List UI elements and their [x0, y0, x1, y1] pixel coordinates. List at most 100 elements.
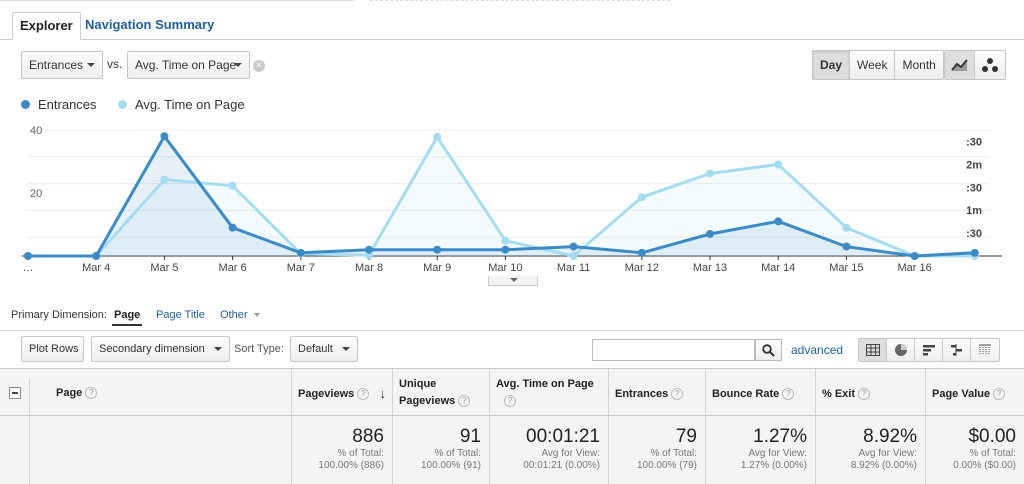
total-sub2: 0.00% ($0.00)	[953, 460, 1016, 471]
chart-type-selector	[944, 50, 1006, 80]
x-tick-label: …	[23, 262, 34, 274]
dimension-page-title[interactable]: Page Title	[156, 309, 205, 321]
totals-page-value: $0.00 % of Total: 0.00% ($0.00)	[925, 416, 1024, 484]
col-pageviews[interactable]: Pageviews? ↓	[291, 369, 392, 416]
period-selector: Day Week Month	[812, 50, 944, 80]
data-point	[296, 248, 305, 257]
col-pageviews-label: Pageviews	[298, 388, 355, 400]
x-tick-label: Mar 7	[287, 262, 315, 274]
legend-label: Entrances	[38, 97, 97, 112]
clear-metric-icon[interactable]: ×	[253, 60, 265, 72]
y-tick-right: 1m	[966, 205, 982, 217]
plot-rows-button[interactable]: Plot Rows	[21, 336, 84, 362]
period-month-button[interactable]: Month	[902, 58, 936, 72]
y-tick-left: 20	[30, 188, 42, 200]
advanced-filter-link[interactable]: advanced	[791, 343, 844, 357]
legend-label: Avg. Time on Page	[135, 97, 245, 112]
x-tick-label: Mar 6	[219, 262, 247, 274]
y-tick-right: :30	[966, 182, 982, 194]
collapse-checkbox[interactable]	[9, 387, 21, 399]
help-icon[interactable]: ?	[458, 395, 471, 408]
col-page-value-label: Page Value	[932, 388, 991, 400]
y-tick-right: 2m	[966, 159, 982, 171]
col-page[interactable]: Page?	[29, 378, 291, 416]
legend-dot-icon	[118, 100, 127, 109]
table-search-input[interactable]	[592, 339, 755, 361]
total-value: 91	[459, 426, 481, 447]
comparison-view-icon[interactable]	[943, 339, 971, 361]
col-entrances[interactable]: Entrances?	[608, 369, 705, 416]
col-unique-label-line1: Unique	[399, 378, 437, 390]
col-exit[interactable]: % Exit?	[815, 369, 925, 416]
period-week-button[interactable]: Week	[850, 51, 896, 79]
x-tick-label: Mar 10	[488, 262, 522, 274]
chevron-down-icon	[234, 63, 242, 67]
total-sub2: 100.00% (91)	[420, 460, 481, 471]
chevron-down-icon	[253, 313, 260, 318]
data-point	[501, 245, 510, 254]
total-sub2: 100.00% (79)	[636, 460, 697, 471]
secondary-dimension-select[interactable]: Secondary dimension	[91, 336, 230, 362]
data-point	[774, 160, 783, 169]
total-sub1: % of Total:	[969, 448, 1016, 459]
motion-chart-icon[interactable]	[975, 51, 1005, 79]
data-point	[637, 193, 646, 202]
total-sub2: 8.92% (0.00%)	[850, 460, 917, 471]
total-value: 1.27%	[753, 426, 807, 447]
total-value: 00:01:21	[526, 426, 600, 447]
data-point	[92, 252, 101, 260]
total-value: 79	[675, 426, 697, 447]
col-bounce-rate-label: Bounce Rate	[712, 388, 780, 400]
table-view-icon[interactable]	[859, 339, 887, 361]
x-tick-label: Mar 5	[150, 262, 178, 274]
help-icon[interactable]: ?	[504, 395, 516, 408]
data-point	[228, 223, 237, 232]
data-point	[501, 236, 510, 245]
help-icon[interactable]: ?	[782, 388, 795, 401]
total-value: $0.00	[968, 426, 1016, 447]
search-button[interactable]	[755, 339, 782, 361]
dimension-other[interactable]: Other	[220, 309, 260, 321]
chart-expand-handle[interactable]	[488, 276, 538, 286]
y-tick-right: :30	[966, 136, 982, 148]
help-icon[interactable]: ?	[357, 388, 370, 401]
data-point	[160, 132, 169, 141]
help-icon[interactable]: ?	[85, 387, 98, 400]
x-tick-label: Mar 8	[355, 262, 383, 274]
col-avg-time[interactable]: Avg. Time on Page ?	[489, 369, 608, 416]
legend-entrances[interactable]: Entrances	[21, 97, 97, 112]
totals-page-cell	[29, 416, 291, 484]
col-bounce-rate[interactable]: Bounce Rate?	[705, 369, 815, 416]
performance-view-icon[interactable]	[915, 339, 943, 361]
pie-view-icon[interactable]	[887, 339, 915, 361]
sort-type-select[interactable]: Default	[290, 336, 358, 362]
totals-pageviews: 886 % of Total: 100.00% (886)	[291, 416, 392, 484]
vs-label: vs.	[107, 57, 123, 71]
pivot-view-icon[interactable]	[971, 339, 999, 361]
tab-explorer[interactable]: Explorer	[12, 12, 81, 40]
legend-avg-time[interactable]: Avg. Time on Page	[118, 97, 245, 112]
primary-metric-select[interactable]: Entrances	[21, 51, 103, 79]
line-chart-icon[interactable]	[945, 51, 975, 79]
x-tick-label: Mar 11	[557, 262, 590, 274]
col-unique-pageviews[interactable]: Unique Pageviews?	[392, 369, 489, 416]
help-icon[interactable]: ?	[993, 388, 1006, 401]
total-sub1: Avg for View:	[748, 448, 807, 459]
primary-metric-label: Entrances	[29, 58, 84, 72]
totals-avg-time: 00:01:21 Avg for View: 00:01:21 (0.00%)	[489, 416, 608, 484]
help-icon[interactable]: ?	[858, 388, 871, 401]
total-sub2: 00:01:21 (0.00%)	[523, 460, 600, 471]
data-point	[637, 248, 646, 257]
total-sub1: Avg for View:	[541, 448, 600, 459]
data-point	[910, 252, 919, 260]
totals-unique-pageviews: 91 % of Total: 100.00% (91)	[392, 416, 489, 484]
dimension-page[interactable]: Page	[114, 309, 141, 321]
period-day-button[interactable]: Day	[813, 51, 851, 79]
secondary-metric-select[interactable]: Avg. Time on Page	[127, 51, 250, 79]
line-chart: 40 20:30 2m:30 1m:30 … Mar 4 Mar 5 Mar 6 Mar 7 Ma…	[22, 125, 1002, 274]
help-icon[interactable]: ?	[671, 388, 684, 401]
col-page-value[interactable]: Page Value?	[925, 369, 1024, 416]
totals-exit: 8.92% Avg for View: 8.92% (0.00%)	[815, 416, 925, 484]
tab-navigation-summary[interactable]: Navigation Summary	[85, 17, 215, 32]
total-value: 886	[352, 426, 384, 447]
